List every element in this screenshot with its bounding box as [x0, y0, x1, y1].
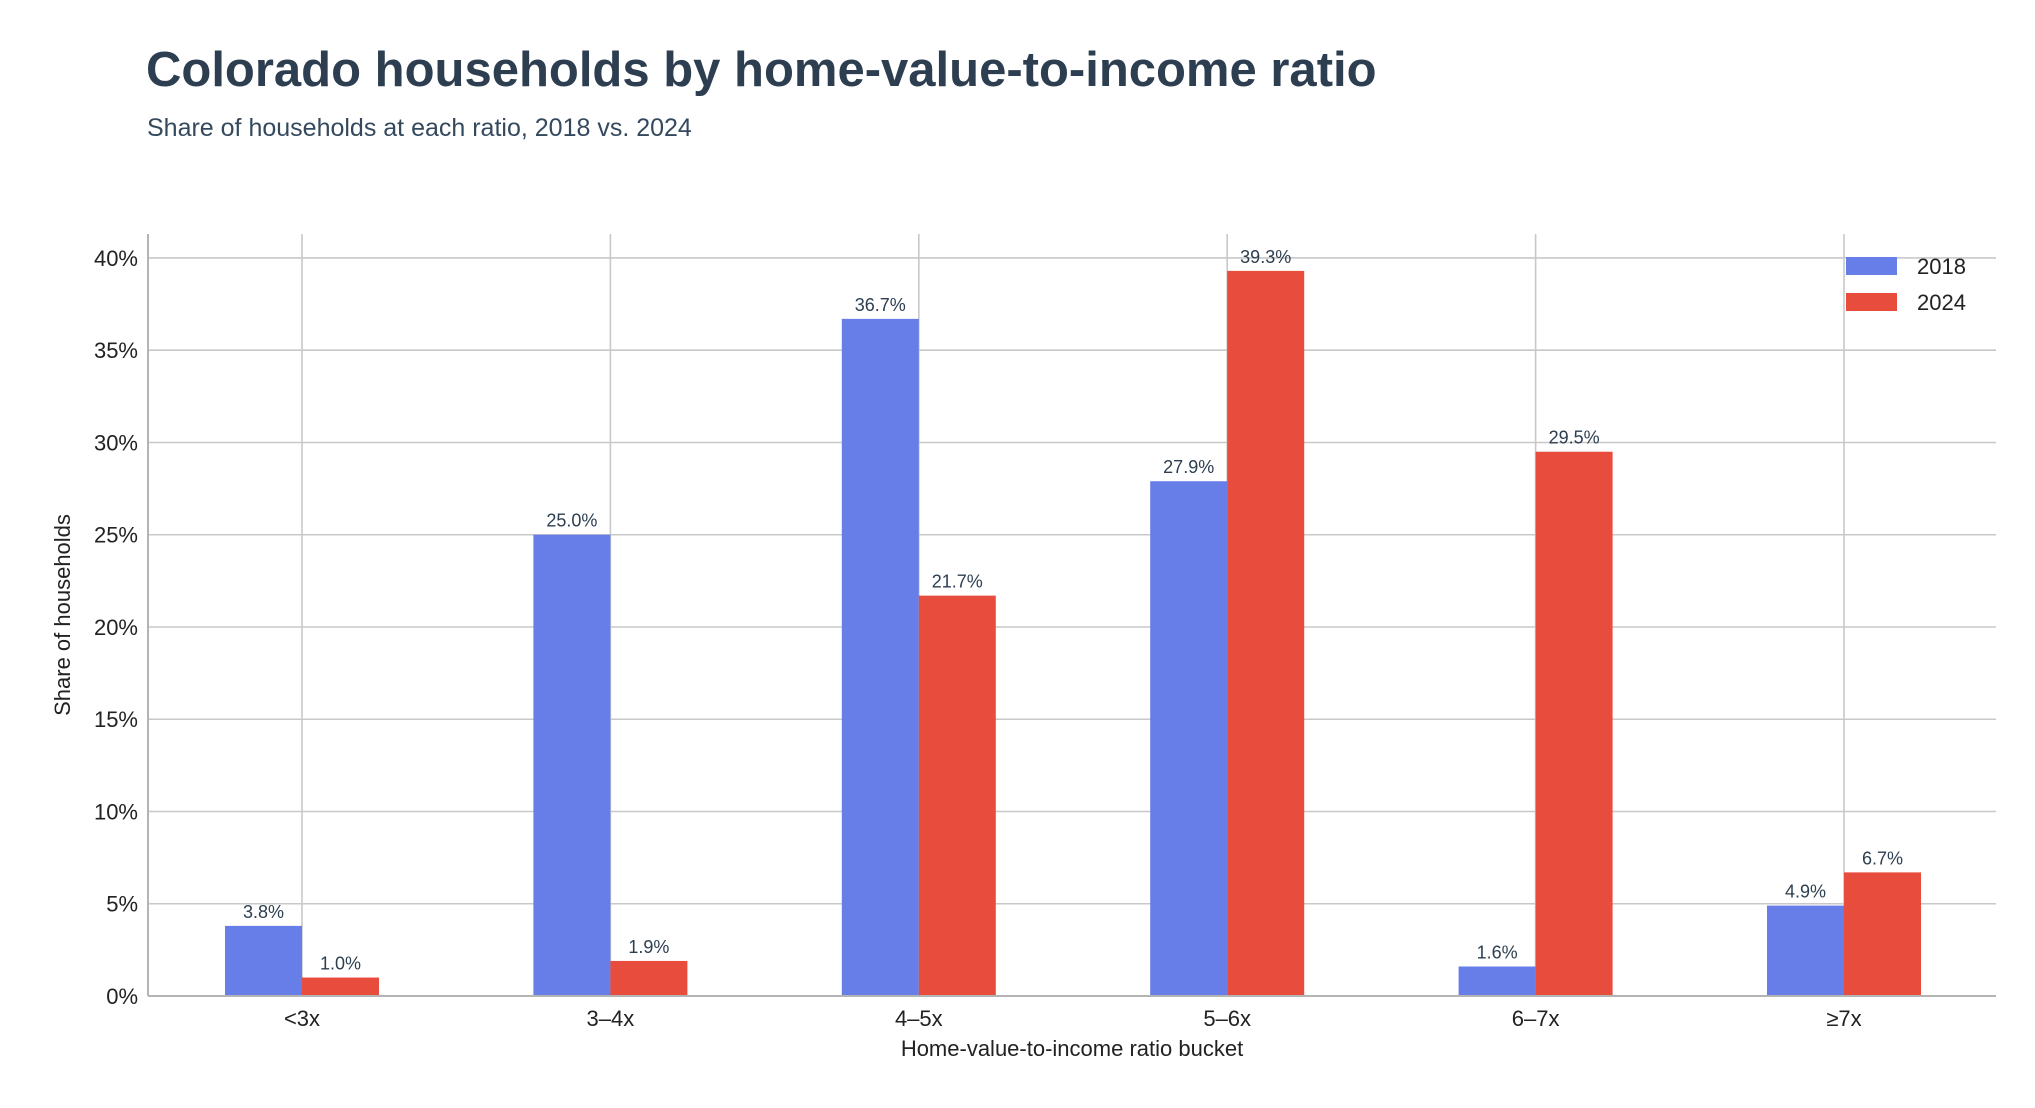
legend-label: 2024	[1917, 290, 1966, 315]
legend-swatch-2024	[1846, 293, 1897, 311]
y-tick-label: 15%	[94, 707, 138, 732]
y-tick-label: 20%	[94, 615, 138, 640]
y-tick-label: 10%	[94, 799, 138, 824]
data-label: 39.3%	[1240, 247, 1291, 267]
data-label: 4.9%	[1785, 882, 1826, 902]
legend-swatch-2018	[1846, 257, 1897, 275]
x-tick-label: 5–6x	[1203, 1006, 1251, 1031]
x-tick-label: 6–7x	[1512, 1006, 1560, 1031]
legend-label: 2018	[1917, 254, 1966, 279]
x-tick-label: 3–4x	[587, 1006, 635, 1031]
data-label: 21.7%	[932, 572, 983, 592]
data-label: 1.0%	[320, 954, 361, 974]
bar-2018	[225, 925, 302, 996]
bar-2024	[918, 595, 996, 996]
y-tick-label: 35%	[94, 338, 138, 363]
y-tick-label: 0%	[106, 984, 138, 1009]
x-axis-title: Home-value-to-income ratio bucket	[901, 1036, 1243, 1061]
y-tick-label: 25%	[94, 523, 138, 548]
y-axis-title: Share of households	[50, 514, 75, 716]
y-tick-label: 30%	[94, 430, 138, 455]
chart-subtitle: Share of households at each ratio, 2018 …	[147, 114, 692, 142]
bar-2024	[1227, 270, 1305, 996]
bar-2024	[302, 977, 379, 996]
bars	[225, 270, 1921, 996]
grid-lines	[148, 234, 1996, 997]
x-tick-label: 4–5x	[895, 1006, 943, 1031]
bar-2024	[610, 960, 688, 996]
data-label: 1.9%	[628, 937, 669, 957]
bar-2024	[1535, 451, 1613, 996]
data-label: 6.7%	[1862, 848, 1903, 868]
data-label: 25.0%	[546, 511, 597, 531]
bar-2018	[1767, 905, 1844, 996]
y-tick-label: 5%	[106, 892, 138, 917]
data-label: 27.9%	[1163, 457, 1214, 477]
axes: 0% 5% 10% 15% 20% 25% 30% 35% 40% <3x 3–4x 4–5x 5–6x…	[94, 234, 1996, 1031]
data-labels: 3.8% 25.0% 36.7% 27.9% 1.6% 4.9% 1.0% 1.9% 21.7%…	[243, 247, 1903, 974]
x-tick-label: <3x	[284, 1006, 320, 1031]
x-tick-label: ≥7x	[1826, 1006, 1861, 1031]
data-label: 3.8%	[243, 902, 284, 922]
data-label: 29.5%	[1549, 428, 1600, 448]
bar-2024	[1844, 872, 1921, 996]
bar-2018	[1150, 481, 1228, 996]
data-label: 1.6%	[1477, 942, 1518, 962]
bar-2018	[533, 534, 611, 996]
chart-title: Colorado households by home-value-to-inc…	[146, 43, 1377, 97]
y-tick-label: 40%	[94, 246, 138, 271]
data-label: 36.7%	[855, 295, 906, 315]
bar-2018	[841, 318, 919, 996]
bar-2018	[1458, 966, 1536, 996]
legend: 2018 2024	[1846, 254, 1966, 315]
